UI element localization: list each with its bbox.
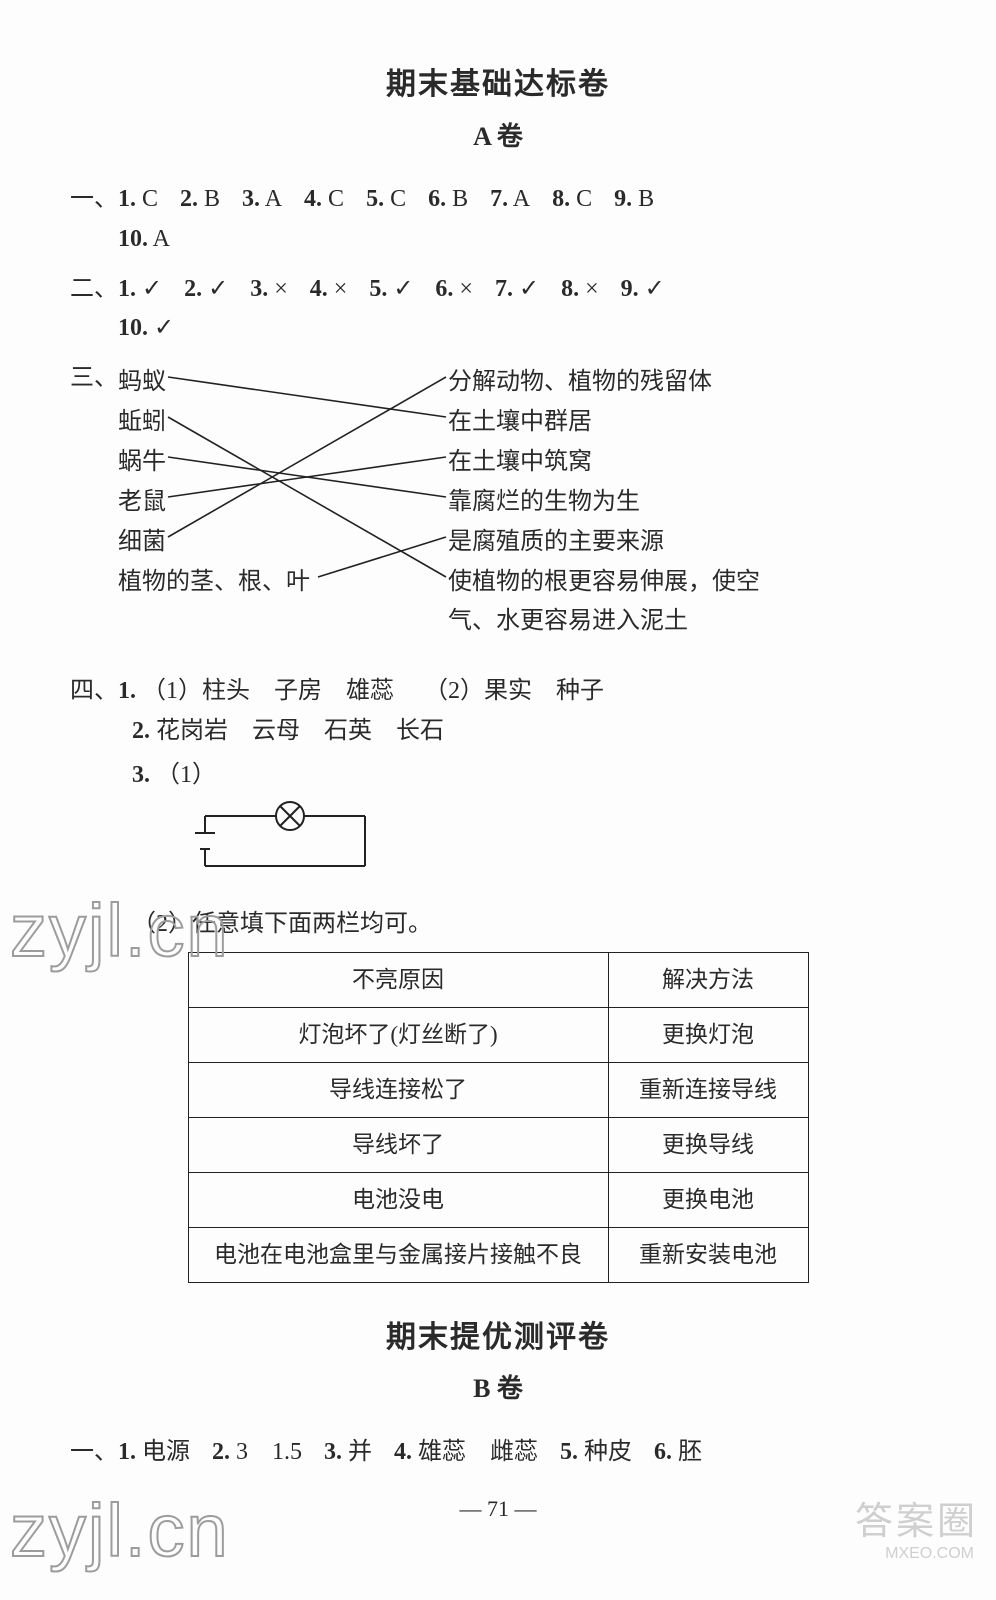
match-left-item: 老鼠 — [118, 483, 166, 523]
answer-item: 6. × — [435, 270, 473, 310]
answer-item: 4. × — [310, 270, 348, 310]
circuit-diagram — [70, 801, 926, 895]
table-cell: 导线坏了 — [188, 1118, 608, 1173]
table-row: 电池没电更换电池 — [188, 1173, 808, 1228]
section-4: 四、 1. （1）柱头 子房 雄蕊 （2）果实 种子 2. 花岗岩 云母 石英 … — [70, 672, 926, 1283]
match-left-item: 植物的茎、根、叶 — [118, 563, 310, 603]
answer-item: 9. B — [614, 180, 654, 220]
answer-item: 1. 电源 — [118, 1433, 190, 1473]
match-left-item: 蚂蚁 — [118, 363, 166, 403]
answer-item: 1. ✓ — [118, 270, 162, 310]
answer-item: 5. 种皮 — [560, 1433, 632, 1473]
q4-3: 3. （1） — [70, 756, 926, 796]
answer-item: 2. B — [180, 180, 220, 220]
table-row: 灯泡坏了(灯丝断了)更换灯泡 — [188, 1008, 808, 1063]
table-header-cell: 不亮原因 — [188, 953, 608, 1008]
section-3-label: 三、 — [70, 359, 118, 663]
q4-3-num: 3. — [132, 762, 150, 788]
exam-a-header: 期末基础达标卷 A 卷 — [70, 60, 926, 158]
table-cell: 重新连接导线 — [608, 1063, 808, 1118]
answer-item: 3. 并 — [324, 1433, 372, 1473]
answer-item: 4. 雄蕊 雌蕊 — [394, 1433, 538, 1473]
exam-a-title: 期末基础达标卷 — [70, 60, 926, 110]
answer-item: 2. 3 1.5 — [212, 1433, 302, 1473]
answer-item: 9. ✓ — [621, 270, 665, 310]
table-header-cell: 解决方法 — [608, 953, 808, 1008]
exam-a-subtitle: A 卷 — [70, 116, 926, 159]
answer-item: 3. A — [242, 180, 282, 220]
exam-b-section-1-answers: 1. 电源 2. 3 1.5 3. 并 4. 雄蕊 雌蕊 5. 种皮 6. 胚 — [118, 1433, 926, 1473]
answer-item: 10. ✓ — [118, 309, 174, 349]
table-cell: 更换电池 — [608, 1173, 808, 1228]
answer-item: 4. C — [304, 180, 344, 220]
match-right-item: 分解动物、植物的残留体 — [448, 363, 712, 403]
table-row: 电池在电池盒里与金属接片接触不良重新安装电池 — [188, 1228, 808, 1283]
q4-2: 2. 花岗岩 云母 石英 长石 — [70, 712, 926, 752]
match-right-item: 使植物的根更容易伸展，使空 气、水更容易进入泥土 — [448, 563, 760, 642]
match-left-item: 细菌 — [118, 523, 166, 563]
exam-b-title: 期末提优测评卷 — [70, 1313, 926, 1363]
page-number: — 71 — — [70, 1491, 926, 1527]
section-4-label: 四、 — [70, 672, 118, 712]
answer-item: 6. B — [428, 180, 468, 220]
table-row: 导线连接松了重新连接导线 — [188, 1063, 808, 1118]
q4-2-text: 花岗岩 云母 石英 长石 — [156, 718, 444, 744]
q4-1-num: 1. — [118, 678, 136, 704]
section-1: 一、 1. C2. B3. A4. C5. C6. B7. A8. C9. B1… — [70, 180, 926, 259]
corner-watermark-sub: MXEO.COM — [885, 1541, 974, 1567]
table-cell: 电池在电池盒里与金属接片接触不良 — [188, 1228, 608, 1283]
q4-3-p2-text: （2）任意填下面两栏均可。 — [132, 911, 432, 937]
exam-b-header: 期末提优测评卷 B 卷 — [70, 1313, 926, 1411]
section-1-label: 一、 — [70, 180, 118, 259]
section-2-label: 二、 — [70, 270, 118, 349]
answer-item: 8. C — [552, 180, 592, 220]
q4-1: 1. （1）柱头 子房 雄蕊 （2）果实 种子 — [118, 672, 604, 712]
q4-1-p1: （1）柱头 子房 雄蕊 — [142, 678, 394, 704]
section-2-answers: 1. ✓ 2. ✓ 3. × 4. × 5. ✓ 6. × 7. ✓ 8. × 9. ✓ 10. … — [118, 270, 926, 349]
exam-b-subtitle: B 卷 — [70, 1368, 926, 1411]
answer-item: 5. C — [366, 180, 406, 220]
section-3: 三、 蚂蚁蚯蚓蜗牛老鼠细菌植物的茎、根、叶 分解动物、植物的残留体在土壤中群居在土… — [70, 359, 926, 663]
match-right-item: 在土壤中群居 — [448, 403, 592, 443]
match-left-item: 蚯蚓 — [118, 403, 166, 443]
exam-b-section-1: 一、 1. 电源 2. 3 1.5 3. 并 4. 雄蕊 雌蕊 5. 种皮 6. 胚 — [70, 1433, 926, 1473]
table-cell: 重新安装电池 — [608, 1228, 808, 1283]
match-right-item: 在土壤中筑窝 — [448, 443, 592, 483]
q4-1-p2: （2）果实 种子 — [424, 678, 604, 704]
match-right-item: 靠腐烂的生物为生 — [448, 483, 640, 523]
circuit-svg — [190, 801, 380, 881]
match-left-item: 蜗牛 — [118, 443, 166, 483]
answer-item: 7. ✓ — [495, 270, 539, 310]
answer-item: 7. A — [490, 180, 530, 220]
answer-item: 8. × — [561, 270, 599, 310]
solution-table: 不亮原因解决方法灯泡坏了(灯丝断了)更换灯泡导线连接松了重新连接导线导线坏了更换… — [188, 952, 809, 1283]
matching-diagram: 蚂蚁蚯蚓蜗牛老鼠细菌植物的茎、根、叶 分解动物、植物的残留体在土壤中群居在土壤中筑… — [118, 359, 926, 663]
section-1-answers: 1. C 2. B 3. A 4. C 5. C 6. B 7. A 8. C 9. B 10. … — [118, 180, 926, 259]
answer-item: 10. A — [118, 220, 170, 260]
table-cell: 灯泡坏了(灯丝断了) — [188, 1008, 608, 1063]
q4-2-num: 2. — [132, 718, 150, 744]
answer-item: 3. × — [250, 270, 288, 310]
section-2: 二、 1. ✓2. ✓3. ×4. ×5. ✓6. ×7. ✓8. ×9. ✓1… — [70, 270, 926, 349]
exam-b-section-1-label: 一、 — [70, 1433, 118, 1473]
answer-item: 6. 胚 — [654, 1433, 702, 1473]
table-cell: 更换灯泡 — [608, 1008, 808, 1063]
q4-3-p2: （2）任意填下面两栏均可。 — [70, 905, 926, 945]
table-cell: 电池没电 — [188, 1173, 608, 1228]
watermark-2: zyjl.cn — [10, 1470, 230, 1592]
match-right-item: 是腐殖质的主要来源 — [448, 523, 664, 563]
answer-item: 5. ✓ — [369, 270, 413, 310]
table-cell: 导线连接松了 — [188, 1063, 608, 1118]
answer-item: 1. C — [118, 180, 158, 220]
q4-3-p1-label: （1） — [156, 762, 216, 788]
table-row: 导线坏了更换导线 — [188, 1118, 808, 1173]
answer-item: 2. ✓ — [184, 270, 228, 310]
table-cell: 更换导线 — [608, 1118, 808, 1173]
